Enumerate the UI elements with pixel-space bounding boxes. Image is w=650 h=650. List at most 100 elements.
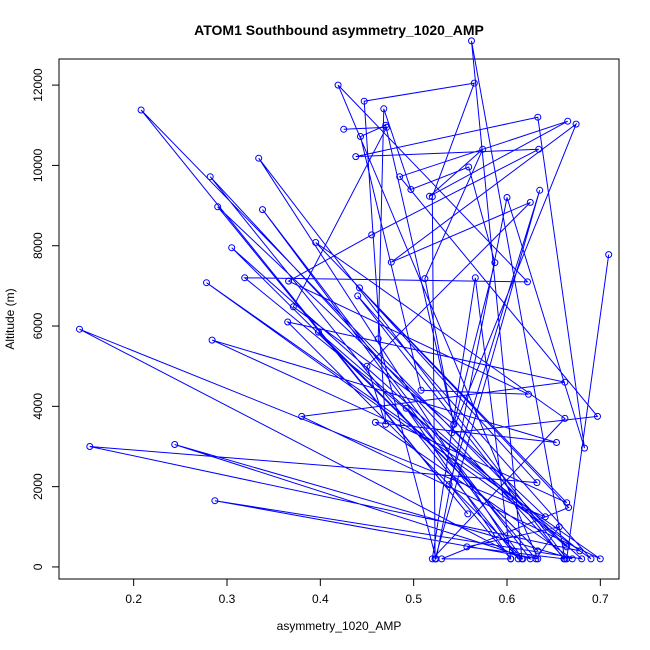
data-point [228, 244, 236, 252]
data-point [535, 145, 543, 153]
data-point [541, 513, 549, 521]
y-tick-label: 8000 [31, 232, 45, 259]
data-point [315, 328, 322, 336]
y-axis-label: Altitude (m) [3, 288, 17, 349]
data-point [354, 292, 362, 300]
y-tick-label: 0 [31, 563, 45, 570]
series-line [79, 40, 610, 561]
data-point [464, 510, 472, 518]
data-point [561, 414, 569, 422]
data-point [605, 251, 613, 259]
data-point [371, 418, 379, 426]
data-point [407, 186, 415, 193]
y-tick-label: 2000 [31, 473, 45, 500]
data-point [383, 123, 391, 131]
data-point [448, 429, 456, 437]
data-point [285, 277, 293, 285]
x-axis-label: asymmetry_1020_AMP [277, 619, 402, 633]
data-point [491, 259, 499, 267]
x-tick-label: 0.7 [592, 592, 609, 606]
data-point [363, 362, 371, 370]
data-point [445, 481, 453, 489]
data-point [524, 278, 531, 286]
data-point [356, 284, 363, 292]
chart-title: ATOM1 Southbound asymmetry_1020_AMP [194, 22, 484, 38]
data-point [374, 335, 382, 343]
data-point [206, 173, 214, 181]
data-point [284, 318, 292, 326]
data-point [578, 555, 586, 563]
data-point [564, 117, 572, 125]
y-tick-label: 12000 [31, 68, 45, 102]
data-point [208, 336, 216, 344]
data-point [214, 203, 222, 211]
data-point [421, 275, 429, 283]
data-point [555, 523, 563, 531]
data-point [468, 37, 475, 45]
data-point [86, 443, 94, 450]
data-point [536, 186, 544, 194]
data-point [255, 154, 263, 162]
data-point [533, 479, 541, 487]
data-point [576, 547, 584, 555]
data-point [241, 274, 249, 282]
data-point [534, 547, 542, 555]
x-tick-label: 0.6 [499, 592, 516, 606]
data-point [428, 193, 436, 201]
data-point [463, 543, 471, 551]
x-tick-label: 0.2 [125, 592, 142, 606]
data-point [560, 555, 568, 563]
data-point [298, 412, 306, 420]
y-axis: 0 2000 4000 6000 8000 10000 12000 [31, 68, 60, 570]
data-point [387, 258, 395, 266]
data-point [503, 194, 511, 201]
x-tick-label: 0.4 [312, 592, 329, 606]
data-point [470, 79, 478, 87]
data-point [565, 504, 573, 511]
data-point [563, 499, 571, 507]
data-point [340, 125, 348, 133]
data-point [471, 274, 479, 282]
y-tick-label: 10000 [31, 148, 45, 182]
data-point [563, 543, 571, 551]
data-point [532, 555, 540, 563]
data-layer [76, 37, 613, 563]
data-point [596, 555, 604, 563]
data-point [334, 81, 342, 89]
data-point [514, 555, 522, 563]
data-point [426, 192, 433, 200]
data-point [450, 420, 458, 428]
data-point [568, 555, 576, 563]
y-tick-label: 4000 [31, 393, 45, 420]
data-point [382, 420, 390, 428]
x-tick-label: 0.3 [219, 592, 236, 606]
data-point [525, 390, 532, 398]
y-tick-label: 6000 [31, 312, 45, 339]
plot-frame [58, 58, 620, 580]
data-point [368, 231, 376, 239]
data-point [479, 145, 487, 153]
data-point [594, 412, 601, 420]
data-point [402, 404, 410, 412]
data-point [137, 106, 145, 114]
data-point [211, 497, 219, 505]
data-point [465, 163, 473, 171]
data-point [396, 173, 404, 181]
data-point [360, 97, 368, 105]
data-point [507, 555, 515, 563]
data-point [534, 555, 542, 563]
data-point [203, 279, 210, 287]
data-point [587, 555, 595, 563]
data-point [581, 444, 588, 452]
data-point [171, 441, 179, 448]
data-point [561, 378, 569, 386]
data-point [526, 198, 534, 206]
data-point [357, 133, 364, 140]
data-point [289, 303, 297, 311]
data-point [76, 325, 83, 333]
data-point [572, 120, 580, 128]
data-point [312, 239, 320, 246]
data-point [519, 555, 527, 563]
data-point [432, 555, 440, 563]
